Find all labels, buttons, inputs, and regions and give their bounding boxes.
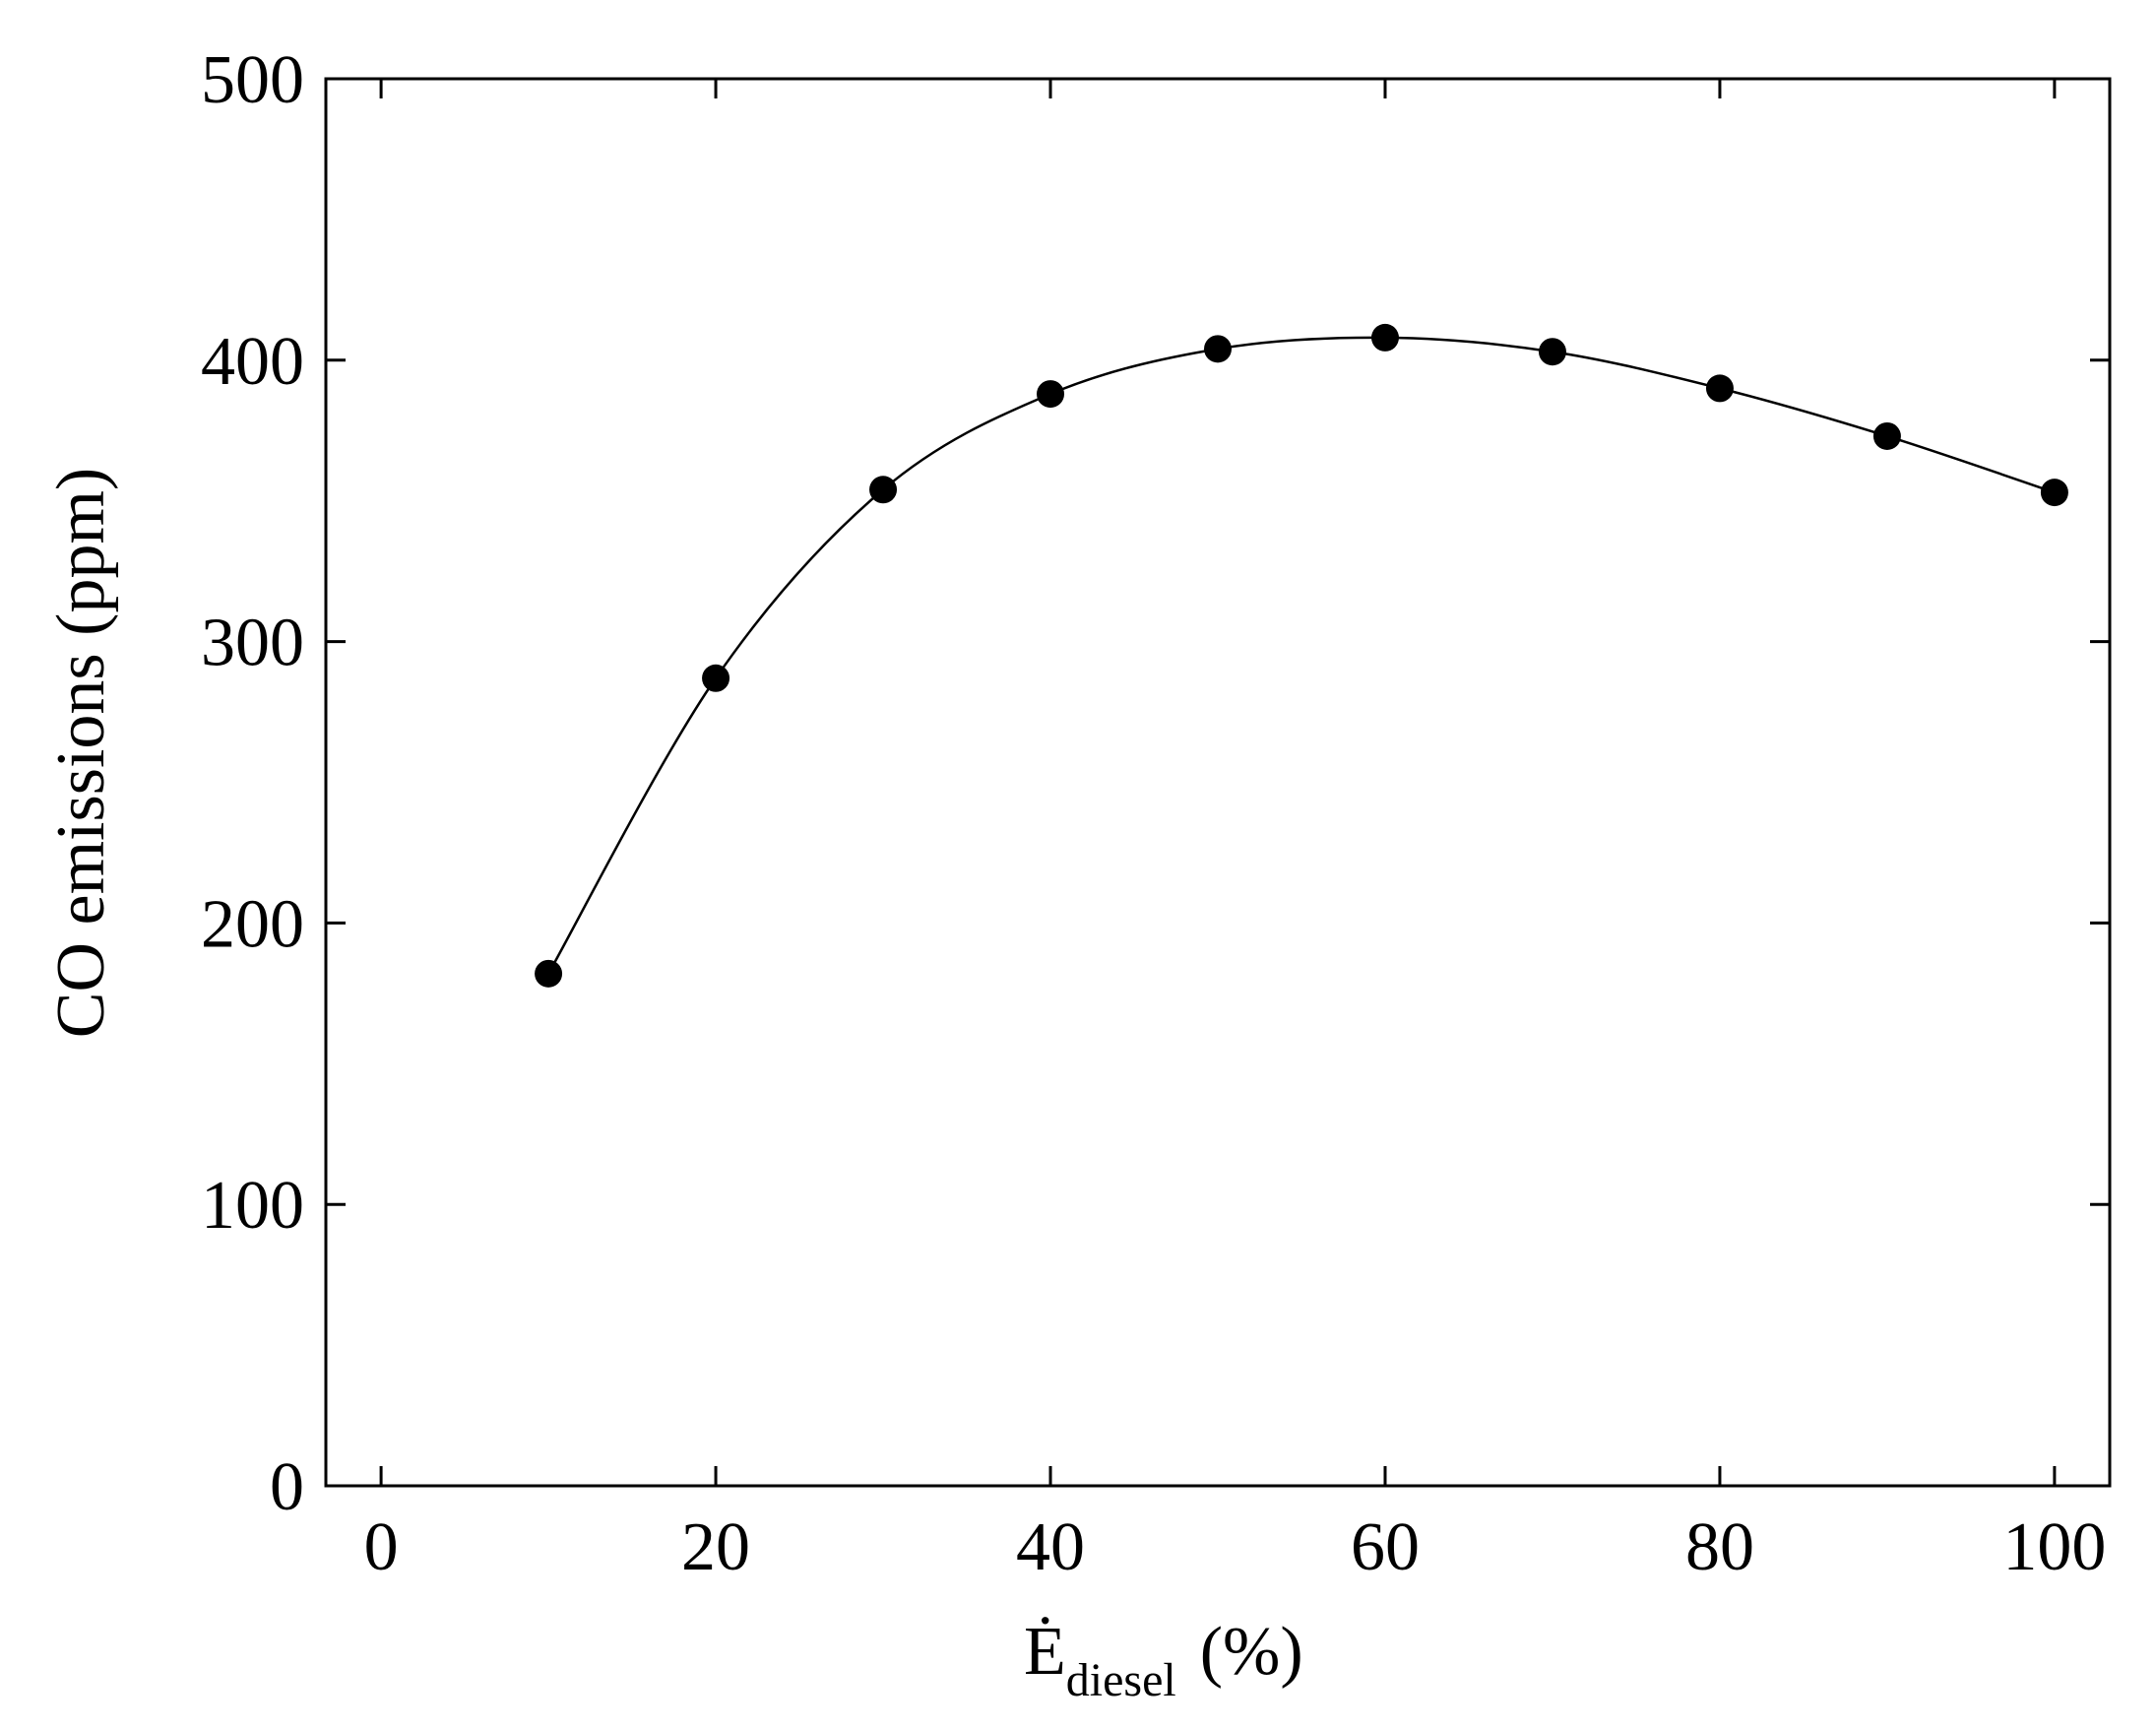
y-axis-label: CO emissions (ppm) — [43, 468, 119, 1038]
data-point — [1370, 323, 1399, 352]
ticks-layer: 0 20 40 60 80 100 0 100 200 300 400 500 — [201, 42, 2110, 1585]
data-point — [2040, 479, 2068, 507]
data-point — [1705, 374, 1734, 403]
y-tick-label: 0 — [270, 1449, 304, 1525]
y-tick-label: 500 — [201, 42, 304, 118]
x-tick-label: 100 — [2002, 1509, 2106, 1585]
labels-layer: CO emissions (ppm) Ėdiesel (%) — [43, 468, 1303, 1706]
y-tick-label: 400 — [201, 324, 304, 400]
x-tick-label: 20 — [681, 1509, 750, 1585]
x-tick-label: 40 — [1016, 1509, 1085, 1585]
x-axis-label-main: Ė — [1024, 1614, 1066, 1690]
data-point — [702, 664, 730, 692]
data-point — [535, 959, 563, 988]
series-line — [546, 336, 2056, 975]
y-tick-label: 300 — [201, 606, 304, 681]
x-tick-label: 60 — [1351, 1509, 1420, 1585]
data-point — [1872, 421, 1901, 450]
series-layer — [535, 323, 2068, 988]
y-tick-label: 100 — [201, 1168, 304, 1244]
x-axis-label: Ėdiesel (%) — [1024, 1614, 1303, 1706]
x-axis-label-unit: (%) — [1200, 1614, 1303, 1690]
x-tick-label: 80 — [1685, 1509, 1754, 1585]
x-axis-label-subscript: diesel — [1066, 1654, 1176, 1706]
data-point — [1204, 335, 1232, 363]
x-tick-label: 0 — [364, 1509, 399, 1585]
plot-frame — [324, 77, 2112, 1488]
y-tick-label: 200 — [201, 886, 304, 962]
data-point — [1037, 380, 1065, 409]
data-point — [1538, 338, 1566, 366]
data-point — [869, 476, 898, 504]
